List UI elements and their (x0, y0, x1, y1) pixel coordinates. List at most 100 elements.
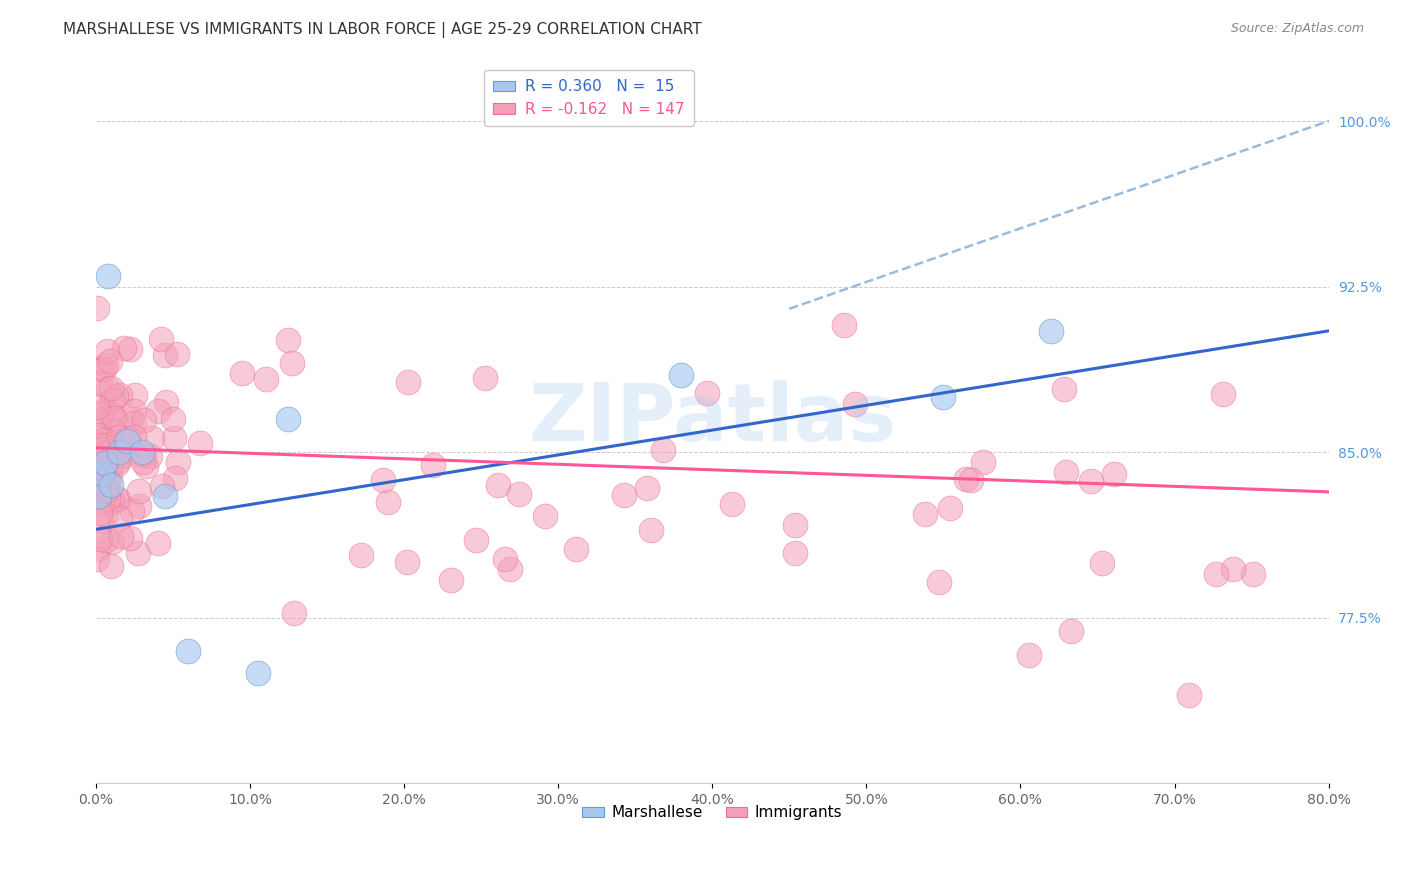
Point (153, 348, 176, 362)
Point (165, 471, 187, 485)
Point (121, 504, 143, 518)
Point (97, 382, 120, 396)
Point (86, 452, 108, 467)
Point (93, 361, 115, 376)
Point (101, 407, 124, 421)
Point (93, 442, 115, 456)
Point (167, 455, 190, 469)
Point (149, 333, 172, 347)
Point (100, 430, 122, 444)
Point (110, 529, 132, 543)
Point (373, 473, 395, 487)
Point (94, 439, 117, 453)
Point (93, 462, 115, 476)
Point (1177, 688, 1199, 702)
Point (86, 474, 108, 488)
Point (112, 342, 135, 356)
Point (1222, 562, 1244, 576)
Point (91, 433, 114, 447)
Point (155, 395, 177, 409)
Point (93, 465, 115, 479)
Point (696, 386, 718, 401)
Point (94, 475, 117, 489)
Point (104, 425, 127, 439)
Point (1212, 387, 1234, 401)
Text: Source: ZipAtlas.com: Source: ZipAtlas.com (1230, 22, 1364, 36)
Point (1040, 324, 1063, 338)
Point (122, 404, 145, 418)
Point (135, 458, 157, 473)
Point (103, 411, 125, 425)
Point (132, 455, 155, 469)
Point (721, 497, 744, 511)
Point (94, 446, 117, 460)
Point (131, 445, 153, 459)
Point (486, 478, 509, 492)
Point (508, 487, 530, 501)
Point (86, 450, 108, 464)
Point (94, 533, 117, 547)
Point (110, 388, 132, 402)
Point (87, 428, 110, 442)
Point (148, 404, 170, 418)
Point (166, 347, 188, 361)
Point (100, 458, 122, 472)
Point (281, 356, 304, 370)
Point (98, 468, 121, 483)
Point (114, 448, 136, 462)
Point (396, 376, 419, 390)
Point (97, 492, 120, 507)
Point (94, 450, 117, 464)
Point (100, 559, 122, 574)
Point (124, 388, 146, 402)
Point (93, 443, 115, 458)
Point (671, 368, 693, 382)
Point (104, 439, 127, 453)
Point (832, 318, 855, 333)
Point (440, 574, 463, 588)
Point (96, 344, 118, 359)
Point (1060, 624, 1083, 639)
Point (108, 445, 131, 459)
Point (350, 548, 373, 562)
Point (86, 552, 108, 566)
Point (98, 408, 121, 422)
Point (939, 501, 962, 516)
Point (91, 438, 114, 452)
Point (474, 371, 496, 385)
Point (163, 432, 186, 446)
Point (499, 562, 522, 576)
Point (87, 489, 110, 503)
Text: MARSHALLESE VS IMMIGRANTS IN LABOR FORCE | AGE 25-29 CORRELATION CHART: MARSHALLESE VS IMMIGRANTS IN LABOR FORCE… (63, 22, 702, 38)
Point (465, 533, 488, 548)
Point (651, 443, 673, 458)
Point (89, 376, 111, 391)
Point (107, 453, 129, 467)
Point (254, 372, 277, 386)
Point (928, 575, 950, 590)
Point (636, 481, 658, 495)
Point (1018, 648, 1040, 662)
Point (139, 449, 162, 463)
Point (613, 488, 636, 502)
Point (396, 555, 419, 569)
Point (96, 483, 118, 498)
Point (640, 523, 662, 537)
Point (107, 491, 129, 506)
Point (101, 534, 124, 549)
Point (283, 606, 305, 620)
Point (86, 541, 108, 556)
Point (96, 497, 118, 511)
Point (153, 489, 176, 503)
Point (134, 413, 156, 427)
Point (108, 430, 131, 444)
Point (955, 472, 977, 486)
Point (86, 459, 108, 474)
Point (118, 343, 141, 357)
Point (87, 475, 110, 489)
Point (231, 366, 253, 380)
Point (86, 400, 108, 414)
Point (90, 362, 112, 376)
Point (93, 403, 115, 417)
Point (90, 467, 112, 482)
